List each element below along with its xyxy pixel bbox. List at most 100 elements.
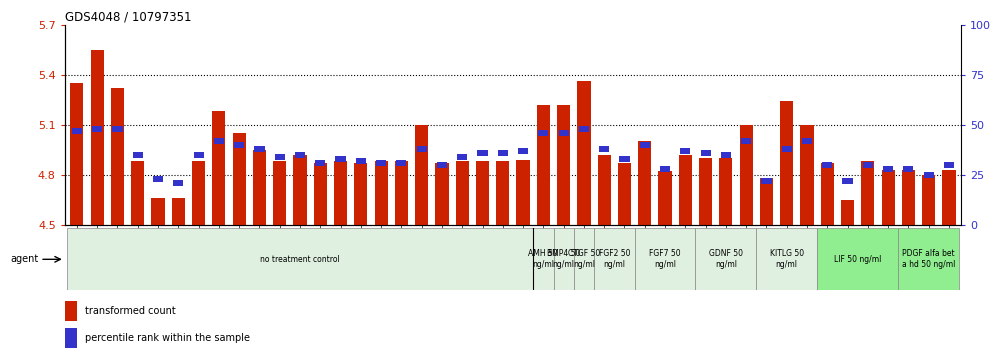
Bar bbox=[760, 178, 773, 225]
Bar bbox=[336, 156, 346, 161]
Bar bbox=[638, 142, 651, 225]
Bar bbox=[578, 81, 591, 225]
Text: PDGF alfa bet
a hd 50 ng/ml: PDGF alfa bet a hd 50 ng/ml bbox=[902, 249, 955, 269]
Bar bbox=[334, 161, 348, 225]
Bar bbox=[756, 228, 817, 290]
Text: percentile rank within the sample: percentile rank within the sample bbox=[85, 333, 250, 343]
Bar bbox=[537, 105, 550, 225]
Text: KITLG 50
ng/ml: KITLG 50 ng/ml bbox=[770, 249, 804, 269]
Bar bbox=[455, 161, 469, 225]
Bar bbox=[416, 146, 426, 152]
Bar bbox=[92, 126, 103, 132]
Bar bbox=[294, 155, 307, 225]
Bar bbox=[817, 228, 898, 290]
Bar bbox=[634, 228, 695, 290]
Bar bbox=[131, 161, 144, 225]
Bar bbox=[314, 163, 327, 225]
Text: agent: agent bbox=[10, 254, 38, 264]
Bar bbox=[557, 105, 571, 225]
Bar bbox=[111, 88, 124, 225]
Bar bbox=[212, 112, 225, 225]
Bar bbox=[67, 228, 533, 290]
Bar bbox=[883, 166, 893, 172]
Bar bbox=[91, 50, 104, 225]
Bar bbox=[153, 176, 163, 182]
Bar bbox=[680, 148, 690, 154]
Bar bbox=[396, 160, 406, 166]
Bar bbox=[275, 154, 285, 160]
Bar bbox=[843, 178, 853, 184]
Bar bbox=[801, 125, 814, 225]
Bar bbox=[761, 178, 772, 184]
Text: FGF7 50
ng/ml: FGF7 50 ng/ml bbox=[649, 249, 681, 269]
Bar bbox=[594, 228, 634, 290]
Bar bbox=[780, 102, 794, 225]
Bar bbox=[922, 175, 935, 225]
Bar bbox=[394, 161, 408, 225]
Bar bbox=[658, 171, 671, 225]
Bar bbox=[193, 152, 203, 158]
Bar bbox=[253, 150, 266, 225]
Bar bbox=[192, 161, 205, 225]
Bar bbox=[234, 142, 244, 148]
Text: CTGF 50
ng/ml: CTGF 50 ng/ml bbox=[568, 249, 600, 269]
Bar bbox=[863, 162, 872, 167]
Bar bbox=[901, 170, 915, 225]
Bar bbox=[517, 160, 530, 225]
Bar bbox=[618, 163, 631, 225]
Bar bbox=[574, 228, 594, 290]
Bar bbox=[600, 146, 610, 152]
Bar bbox=[295, 152, 305, 158]
Bar bbox=[356, 158, 366, 164]
Bar bbox=[620, 156, 629, 161]
Bar bbox=[944, 162, 954, 167]
Text: GDS4048 / 10797351: GDS4048 / 10797351 bbox=[65, 11, 191, 24]
Bar bbox=[435, 163, 448, 225]
Bar bbox=[898, 228, 959, 290]
Text: GDNF 50
ng/ml: GDNF 50 ng/ml bbox=[709, 249, 743, 269]
Text: no treatment control: no treatment control bbox=[260, 255, 340, 264]
Bar bbox=[740, 125, 753, 225]
Bar bbox=[639, 142, 649, 148]
Bar bbox=[802, 138, 812, 144]
Bar bbox=[71, 83, 84, 225]
Bar bbox=[821, 163, 834, 225]
Text: FGF2 50
ng/ml: FGF2 50 ng/ml bbox=[599, 249, 630, 269]
Bar bbox=[782, 146, 792, 152]
Bar bbox=[841, 200, 855, 225]
Bar bbox=[254, 146, 265, 152]
Bar bbox=[579, 126, 589, 132]
Bar bbox=[533, 228, 554, 290]
Bar bbox=[923, 172, 934, 178]
Bar bbox=[741, 138, 751, 144]
Bar bbox=[477, 150, 488, 156]
Bar bbox=[538, 130, 549, 136]
Bar bbox=[719, 158, 732, 225]
Bar bbox=[232, 133, 246, 225]
Bar bbox=[862, 161, 874, 225]
Bar bbox=[171, 198, 185, 225]
Bar bbox=[518, 148, 528, 154]
Bar bbox=[151, 198, 164, 225]
Bar bbox=[374, 161, 387, 225]
Bar bbox=[598, 155, 611, 225]
Bar bbox=[660, 166, 670, 172]
Bar bbox=[355, 163, 368, 225]
Bar bbox=[457, 154, 467, 160]
Text: transformed count: transformed count bbox=[85, 306, 175, 316]
Bar bbox=[214, 138, 224, 144]
Bar bbox=[72, 128, 82, 133]
Text: LIF 50 ng/ml: LIF 50 ng/ml bbox=[834, 255, 881, 264]
Bar bbox=[721, 152, 731, 158]
Bar bbox=[695, 228, 756, 290]
Bar bbox=[823, 162, 833, 167]
Bar bbox=[65, 301, 78, 321]
Bar bbox=[65, 328, 78, 348]
Bar bbox=[559, 130, 569, 136]
Bar bbox=[678, 155, 692, 225]
Bar bbox=[437, 162, 447, 167]
Text: AMH 50
ng/ml: AMH 50 ng/ml bbox=[529, 249, 558, 269]
Bar bbox=[132, 152, 142, 158]
Bar bbox=[273, 161, 286, 225]
Bar bbox=[415, 125, 428, 225]
